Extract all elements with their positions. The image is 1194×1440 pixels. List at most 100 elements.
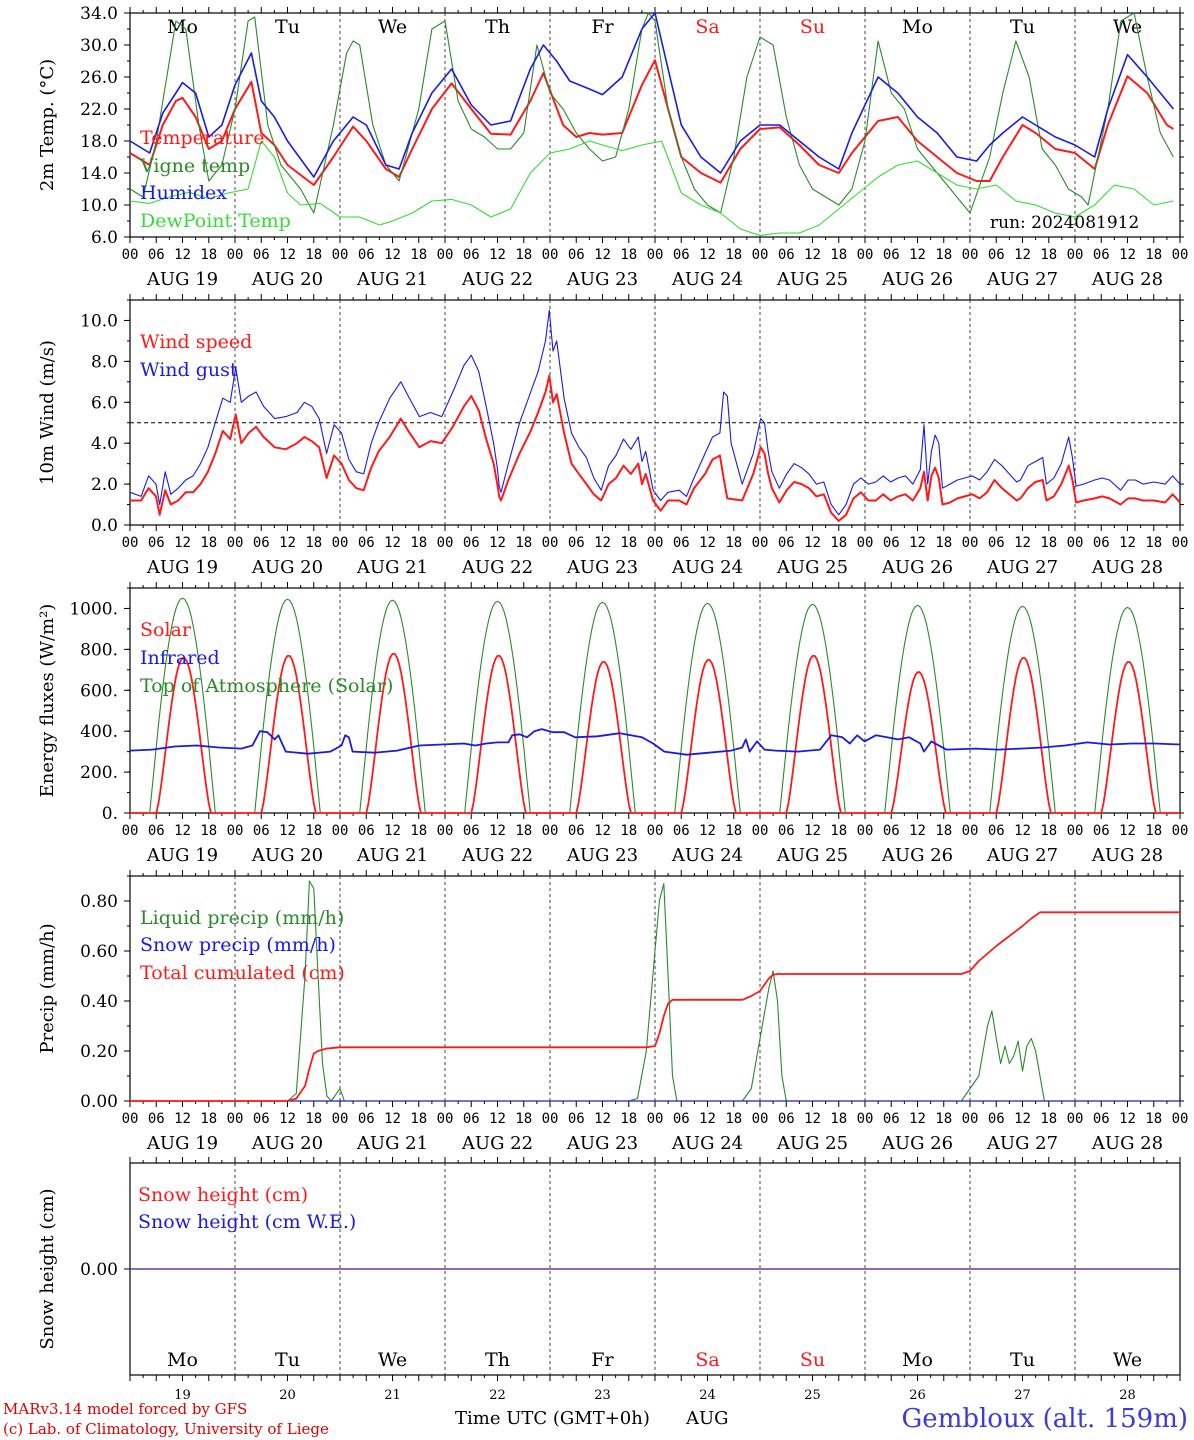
legend-solar: Solar (140, 619, 192, 641)
weekday-label-top: We (378, 16, 407, 38)
hour-label: 12 (909, 247, 926, 263)
plot-frame (129, 299, 1181, 526)
legend-infrared: Infrared (140, 647, 220, 669)
hour-label: 18 (830, 535, 847, 551)
date-label: AUG 21 (356, 845, 428, 866)
legend-snow-precip: Snow precip (mm/h) (140, 934, 336, 956)
hour-label: 06 (148, 1111, 165, 1127)
hour-label: 00 (1067, 823, 1084, 839)
date-label: AUG 26 (881, 269, 953, 290)
date-label: AUG 27 (986, 845, 1058, 866)
hour-label: 18 (935, 823, 952, 839)
date-label: AUG 27 (986, 557, 1058, 578)
hour-label: 00 (962, 247, 979, 263)
hour-label: 00 (752, 247, 769, 263)
credit-line-2: (c) Lab. of Climatology, University of L… (3, 1420, 329, 1438)
day-number: 21 (384, 1388, 401, 1403)
hour-label: 18 (1145, 247, 1162, 263)
hour-label: 06 (568, 535, 585, 551)
hour-label: 18 (1040, 247, 1057, 263)
y-tick-label: 6.0 (91, 393, 118, 413)
day-number: 26 (909, 1388, 926, 1403)
date-label: AUG 21 (356, 1133, 428, 1154)
hour-label: 00 (437, 247, 454, 263)
hour-label: 06 (883, 247, 900, 263)
hour-label: 06 (463, 823, 480, 839)
hour-label: 00 (542, 1111, 559, 1127)
hour-label: 18 (620, 535, 637, 551)
legend-dewpoint: DewPoint Temp (140, 210, 291, 232)
hour-label: 18 (305, 1111, 322, 1127)
date-label: AUG 24 (671, 1133, 743, 1154)
legend-vigne-temp: Vigne temp (139, 155, 250, 177)
date-label: AUG 19 (146, 557, 218, 578)
date-label: AUG 22 (461, 1133, 533, 1154)
hour-label: 12 (909, 535, 926, 551)
hour-label: 06 (148, 823, 165, 839)
series-liquid-precip-mm-h- (130, 880, 1180, 1102)
y-tick-label: 26.0 (80, 68, 118, 88)
hour-label: 18 (1145, 1111, 1162, 1127)
day-number: 28 (1119, 1388, 1136, 1403)
hour-label: 12 (1014, 1111, 1031, 1127)
hour-label: 12 (699, 535, 716, 551)
hour-label: 12 (489, 247, 506, 263)
y-tick-label: 400. (80, 722, 118, 742)
hour-label: 12 (1119, 247, 1136, 263)
date-label: AUG 28 (1091, 1133, 1163, 1154)
hour-label: 00 (647, 823, 664, 839)
date-label: AUG 23 (566, 845, 638, 866)
hour-label: 00 (332, 247, 349, 263)
hour-label: 18 (1040, 1111, 1057, 1127)
hour-label: 18 (200, 535, 217, 551)
hour-label: 18 (515, 823, 532, 839)
y-tick-label: 0.00 (80, 1092, 118, 1112)
hour-label: 12 (594, 535, 611, 551)
hour-label: 00 (962, 823, 979, 839)
series-infrared (129, 728, 1181, 756)
run-label: run: 2024081912 (990, 213, 1139, 233)
hour-label: 18 (305, 247, 322, 263)
hour-label: 18 (830, 1111, 847, 1127)
snow-legend: Snow height (cm) Snow height (cm W.E.) (138, 1184, 356, 1233)
hour-label: 00 (542, 535, 559, 551)
weekday-label-bottom: Sa (695, 1349, 719, 1371)
hour-label: 00 (647, 1111, 664, 1127)
legend-wind-gust: Wind gust (140, 359, 238, 381)
hour-label: 06 (253, 823, 270, 839)
hour-label: 06 (253, 535, 270, 551)
hour-label: 12 (1014, 823, 1031, 839)
hour-label: 00 (1067, 247, 1084, 263)
hour-label: 12 (594, 247, 611, 263)
hour-label: 12 (909, 1111, 926, 1127)
weekday-label-bottom: Fr (591, 1349, 614, 1371)
legend-wind-speed: Wind speed (140, 331, 252, 353)
weekday-label-top: Tu (1010, 16, 1035, 38)
legend-snow-height: Snow height (cm) (138, 1184, 308, 1206)
xaxis-title: Time UTC (GMT+0h) (455, 1408, 650, 1429)
hour-label: 06 (148, 535, 165, 551)
hour-label: 12 (279, 823, 296, 839)
date-label: AUG 25 (776, 269, 848, 290)
y-tick-label: 600. (80, 681, 118, 701)
y-tick-label: 200. (80, 763, 118, 783)
date-label: AUG 20 (251, 845, 323, 866)
wind-legend: Wind speed Wind gust (140, 331, 252, 381)
credit-line-1: MARv3.14 model forced by GFS (3, 1400, 247, 1418)
date-label: AUG 22 (461, 845, 533, 866)
panel-temperature: 6.0 10.0 14.0 18.0 22.0 26.0 30.0 34.0 2m Temp. … (37, 4, 1188, 290)
y-tick-label: 10.0 (80, 196, 118, 216)
hour-label: 00 (122, 823, 139, 839)
date-label: AUG 27 (986, 269, 1058, 290)
hour-label: 18 (410, 1111, 427, 1127)
legend-humidex: Humidex (140, 182, 227, 204)
hour-label: 12 (804, 823, 821, 839)
date-label: AUG 28 (1091, 269, 1163, 290)
y-tick-label: 0.20 (80, 1042, 118, 1062)
hour-label: 06 (253, 1111, 270, 1127)
hour-label: 00 (857, 247, 874, 263)
series-dewpoint-temp (129, 140, 1174, 236)
hour-label: 12 (804, 535, 821, 551)
hour-label: 18 (515, 535, 532, 551)
month-label: AUG (685, 1408, 729, 1429)
